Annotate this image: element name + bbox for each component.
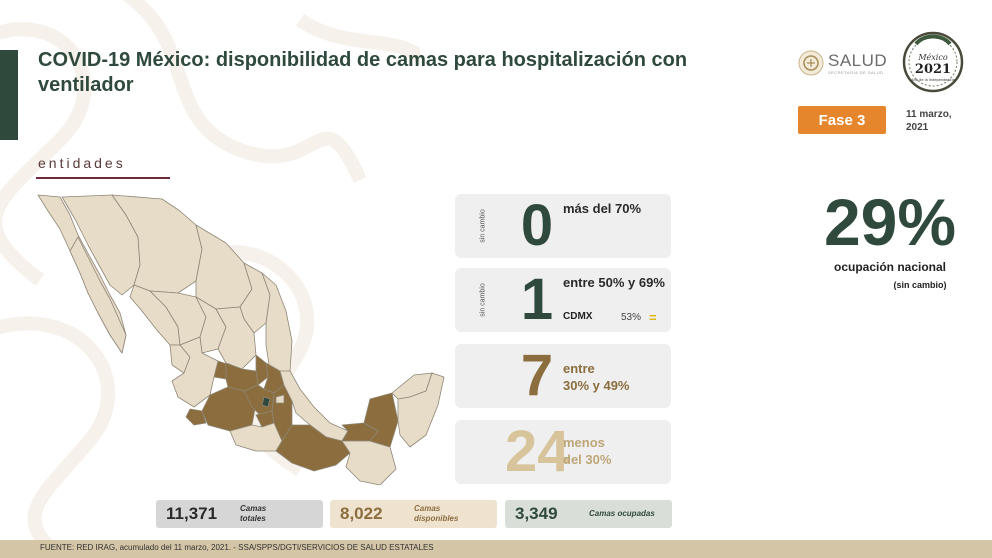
section-underline	[36, 177, 170, 179]
card-state-name: CDMX	[563, 311, 593, 322]
map-state-colima	[185, 408, 207, 426]
map-state-baja-california-sur	[69, 236, 127, 354]
card-range-label: más del 70%	[563, 201, 642, 216]
card-state-percent: 53%	[621, 312, 642, 323]
national-occupancy-value: 29%	[823, 185, 957, 259]
stat-label: Camas totales	[240, 504, 267, 523]
equal-trend-icon: =	[649, 310, 657, 325]
stat-value: 11,371	[166, 504, 218, 523]
card-count: 7	[520, 344, 554, 408]
map-state-quintana-roo	[397, 372, 445, 448]
seal-text-year: 2021	[915, 62, 951, 77]
left-accent-bar	[0, 50, 18, 140]
salud-logo: SALUD SECRETARÍA DE SALUD	[798, 50, 887, 76]
page-title: COVID-19 México: disponibilidad de camas…	[38, 49, 688, 96]
section-label: entidades	[38, 155, 126, 171]
card-range-label: entre 30% y 49%	[563, 361, 630, 393]
national-occupancy-note: (sin cambio)	[893, 280, 947, 290]
card-range-label: menos del 30%	[563, 435, 612, 467]
salud-logo-text: SALUD	[828, 50, 888, 70]
stat-label: Camas disponibles	[414, 504, 459, 523]
national-occupancy-caption: ocupación nacional	[833, 260, 947, 274]
phase-badge: Fase 3	[798, 106, 886, 134]
range-card-under-30: 24 menos del 30%	[455, 420, 671, 484]
map-state-queretaro	[255, 354, 269, 386]
map-state-coahuila	[195, 224, 253, 310]
map-state-chiapas	[341, 440, 397, 485]
mexico-states-map	[37, 194, 445, 485]
footer-bar: FUENTE: RED IRAG, acumulado del 11 marzo…	[0, 540, 992, 558]
range-card-over-70: sin cambio 0 más del 70%	[455, 194, 671, 258]
range-card-30-49: 7 entre 30% y 49%	[455, 344, 671, 408]
stat-value: 8,022	[340, 504, 383, 523]
report-date: 11 marzo, 2021	[906, 109, 952, 133]
background-pattern	[0, 0, 420, 558]
map-state-cdmx	[261, 396, 271, 408]
national-occupancy: 29% ocupación nacional (sin cambio)	[800, 184, 980, 290]
salud-emblem-icon	[798, 50, 824, 76]
stat-total-beds: 11,371 Camas totales	[156, 500, 323, 528]
stat-label: Camas ocupadas	[589, 509, 655, 518]
stat-available-beds: 8,022 Camas disponibles	[330, 500, 497, 528]
salud-logo-subtext: SECRETARÍA DE SALUD	[828, 69, 884, 75]
card-count: 24	[505, 420, 570, 484]
map-state-jalisco	[171, 336, 219, 408]
footer-source: FUENTE: RED IRAG, acumulado del 11 marzo…	[40, 543, 434, 552]
card-change-note: sin cambio	[479, 283, 487, 317]
range-card-50-69: sin cambio 1 entre 50% y 69% CDMX 53% =	[455, 268, 671, 332]
card-range-label: entre 50% y 69%	[563, 275, 665, 290]
map-state-tlaxcala	[275, 394, 285, 404]
card-change-note: sin cambio	[479, 209, 487, 243]
map-state-campeche	[363, 392, 399, 448]
mexico-2021-seal: México 2021 Año de la Independencia	[902, 31, 964, 93]
card-count: 1	[520, 268, 554, 332]
card-count: 0	[520, 194, 554, 258]
stat-value: 3,349	[515, 504, 558, 523]
seal-text-motto: Año de la Independencia	[911, 78, 954, 82]
seal-text-mexico: México	[917, 53, 947, 62]
map-state-san-luis-potosi	[215, 306, 257, 370]
stat-occupied-beds: 3,349 Camas ocupadas	[505, 500, 672, 528]
